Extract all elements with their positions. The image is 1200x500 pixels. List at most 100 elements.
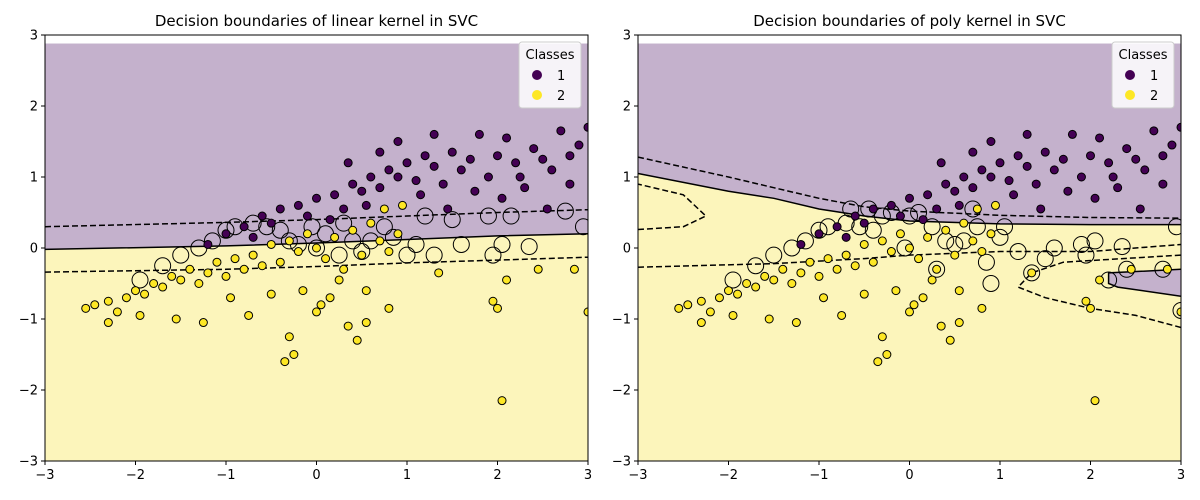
point-class-2 — [959, 218, 969, 228]
point-class-1 — [357, 186, 367, 196]
support-vector-ring — [724, 271, 742, 289]
support-vector-ring — [574, 218, 588, 236]
point-class-1 — [1058, 154, 1068, 164]
point-class-2 — [221, 271, 231, 281]
point-class-2 — [954, 286, 964, 296]
x-tick-label: 1 — [403, 468, 411, 483]
point-class-2 — [823, 254, 833, 264]
point-class-1 — [886, 200, 896, 210]
y-tick-label: −1 — [19, 313, 38, 328]
point-class-1 — [954, 200, 964, 210]
point-class-1 — [574, 140, 584, 150]
support-vector-ring — [765, 246, 783, 264]
point-class-1 — [1013, 151, 1023, 161]
point-class-2 — [275, 257, 285, 267]
point-class-1 — [565, 179, 575, 189]
point-class-2 — [742, 279, 752, 288]
support-vector-ring — [303, 218, 321, 236]
point-class-2 — [941, 225, 951, 235]
point-class-2 — [1126, 264, 1136, 274]
x-tick-label: 0 — [905, 468, 913, 483]
point-class-2 — [945, 335, 955, 345]
point-class-1 — [796, 239, 806, 249]
point-class-2 — [873, 357, 883, 367]
point-class-2 — [298, 286, 308, 296]
point-class-2 — [284, 236, 294, 246]
point-class-1 — [203, 239, 213, 249]
point-class-2 — [321, 254, 331, 264]
support-vector-ring — [968, 218, 986, 236]
point-class-1 — [1149, 126, 1159, 136]
point-class-1 — [411, 176, 421, 186]
point-class-2 — [103, 318, 113, 328]
point-class-1 — [968, 147, 978, 157]
point-class-1 — [348, 179, 358, 189]
point-class-2 — [121, 293, 131, 303]
point-class-1 — [393, 172, 403, 182]
point-class-1 — [529, 144, 539, 154]
point-class-2 — [393, 229, 403, 239]
point-class-1 — [1158, 179, 1168, 189]
point-class-1 — [447, 147, 457, 157]
point-class-1 — [565, 151, 575, 161]
support-vector-ring — [1045, 239, 1063, 257]
margin-line — [45, 208, 588, 228]
support-vector-ring — [502, 207, 520, 225]
point-class-1 — [1086, 151, 1095, 161]
point-class-2 — [343, 321, 353, 331]
x-tick-label: −3 — [35, 468, 54, 483]
point-class-2 — [954, 318, 964, 328]
point-class-2 — [280, 357, 290, 367]
point-class-2 — [764, 314, 774, 324]
point-class-1 — [1113, 183, 1123, 193]
point-class-1 — [470, 186, 480, 196]
point-class-2 — [569, 264, 579, 274]
point-class-1 — [483, 172, 493, 182]
point-class-1 — [493, 151, 502, 161]
point-class-1 — [497, 193, 507, 203]
point-class-2 — [158, 282, 168, 292]
point-class-2 — [877, 332, 887, 342]
point-class-2 — [841, 250, 851, 260]
point-class-1 — [986, 137, 996, 146]
point-class-2 — [891, 286, 901, 296]
y-tick-label: 3 — [623, 29, 631, 44]
support-vector-ring — [425, 246, 443, 264]
point-class-2 — [724, 286, 733, 296]
point-class-2 — [705, 307, 715, 317]
support-vector-ring — [1167, 218, 1181, 236]
point-class-2 — [239, 264, 249, 274]
point-class-2 — [312, 243, 321, 253]
point-class-1 — [456, 165, 466, 175]
point-class-1 — [465, 154, 475, 164]
point-class-1 — [1090, 193, 1100, 203]
point-class-1 — [1167, 140, 1177, 150]
point-class-2 — [312, 307, 321, 317]
chart-title: Decision boundaries of linear kernel in … — [155, 12, 478, 30]
point-class-2 — [361, 286, 371, 296]
point-class-1 — [1063, 186, 1073, 196]
point-class-2 — [819, 293, 829, 303]
y-tick-label: 0 — [30, 242, 38, 257]
point-class-2 — [330, 232, 340, 242]
support-vector-ring — [258, 218, 276, 236]
point-class-1 — [1122, 144, 1132, 154]
point-class-2 — [583, 307, 588, 317]
point-class-2 — [316, 300, 326, 310]
support-vector-ring — [1086, 232, 1104, 250]
y-tick-label: 1 — [623, 171, 631, 186]
point-class-2 — [814, 271, 824, 281]
point-class-2 — [194, 279, 204, 288]
support-vector-ring — [1113, 238, 1131, 256]
point-class-2 — [1027, 268, 1037, 278]
point-class-2 — [397, 200, 407, 210]
point-class-1 — [1135, 204, 1145, 214]
point-class-2 — [140, 289, 150, 299]
point-class-2 — [352, 335, 362, 345]
point-class-2 — [760, 271, 770, 281]
point-class-2 — [914, 254, 924, 264]
support-vector-ring — [851, 218, 869, 236]
x-tick-label: 3 — [584, 468, 592, 483]
point-class-1 — [1176, 122, 1181, 132]
